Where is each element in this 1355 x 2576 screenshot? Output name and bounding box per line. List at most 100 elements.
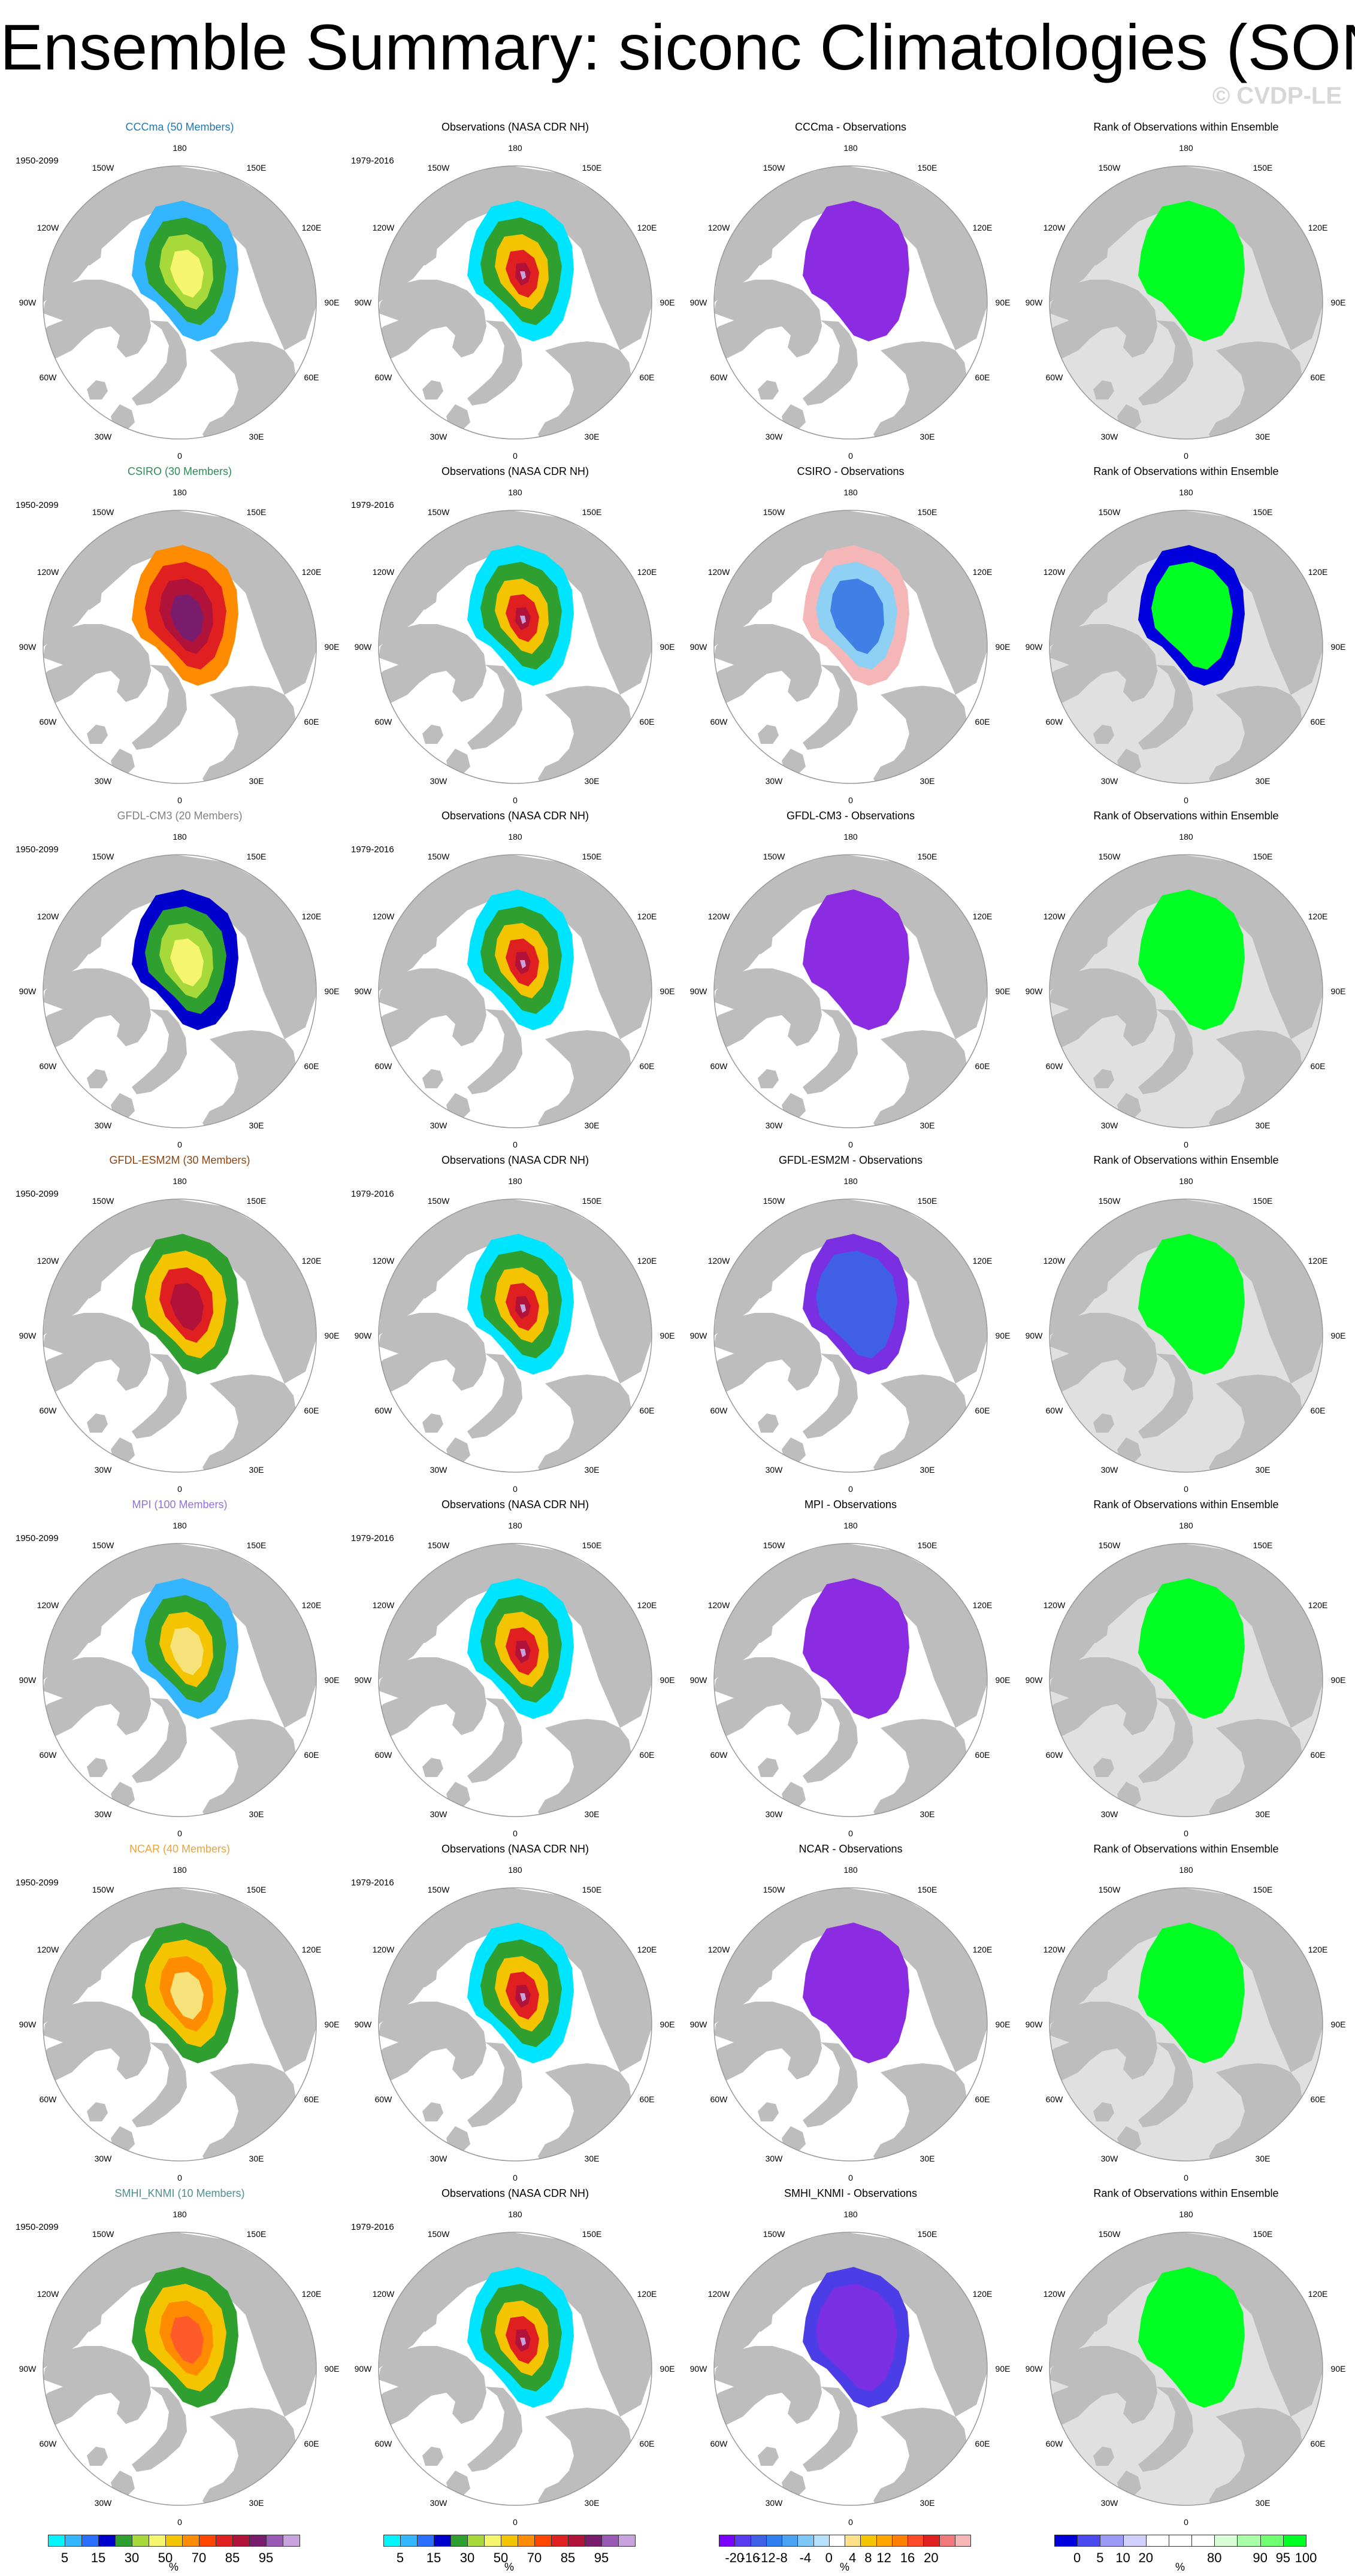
longitude-label: 180 [843,1865,858,1875]
longitude-label: 150E [1253,507,1273,517]
sea-ice-field [170,1627,204,1675]
panel-title: Observations (NASA CDR NH) [441,810,589,822]
land-mass [132,2042,187,2127]
panel-title: CSIRO (30 Members) [127,465,232,477]
longitude-label: 120W [37,1600,59,1610]
colorbar-swatch [467,2535,485,2547]
polar-map-rank [1049,1543,1323,1817]
longitude-label: 150E [246,852,267,861]
longitude-label: 90E [995,2364,1011,2374]
longitude-label: 90W [354,2020,372,2029]
map-boundary [713,165,988,440]
watermark: © CVDP-LE [1212,83,1342,109]
longitude-label: 150E [917,852,937,861]
longitude-label: 150W [1098,1885,1121,1894]
land-mass [1093,380,1114,399]
longitude-label: 120W [707,1256,730,1266]
map-boundary [43,1198,317,1473]
land-mass [102,1566,147,1605]
sea-ice-field [803,889,909,1030]
panel-title: Rank of Observations within Ensemble [1093,121,1279,133]
land-mass [758,725,779,744]
longitude-label: 30E [1255,1809,1271,1819]
longitude-label: 120E [972,912,993,921]
longitude-label: 120W [707,223,730,232]
longitude-label: 120W [37,1945,59,1954]
colorbar-unit: % [1175,2561,1185,2573]
land-mass [746,2308,773,2332]
panel-title: Observations (NASA CDR NH) [441,1154,589,1166]
colorbar-tick-label: 0 [1073,2550,1081,2565]
longitude-label: 120E [972,1945,993,1954]
longitude-label: 30W [1100,1121,1118,1130]
colorbar-tick-label: 85 [560,2550,576,2565]
longitude-label: 30E [920,1465,935,1475]
map-panel-observations: Observations (NASA CDR NH) 1979-2016 180 15… [347,121,683,461]
map-boundary [378,1198,652,1473]
panel-title: Rank of Observations within Ensemble [1093,1154,1279,1166]
longitude-label: 180 [173,832,187,841]
land-mass [102,2255,147,2294]
land-mass [887,1908,987,2030]
panel-title: MPI - Observations [804,1499,897,1511]
longitude-label: 150W [427,163,450,172]
land-mass [75,1275,102,1298]
map-boundary [43,854,317,1128]
colorbar-swatch [551,2535,568,2547]
colorbar-swatch [283,2535,300,2547]
period-label: 1979-2016 [351,2222,394,2232]
colorbar-tick-label: 8 [864,2550,872,2565]
longitude-label: 90W [689,642,707,652]
longitude-label: 90W [354,642,372,652]
colorbar-tick-label: 30 [124,2550,140,2565]
map-boundary [1049,854,1323,1128]
colorbar-swatch [232,2535,250,2547]
colorbar-obs: 5 15 30 50 70 85 95% [383,2535,636,2573]
map-panel-difference: NCAR - Observations 180 150W 150E 120W 120E 90… [683,1843,1018,2183]
longitude-label: 60W [39,717,57,727]
longitude-label: 30E [920,2154,935,2163]
period-label: 1950-2099 [16,500,59,510]
longitude-label: 90W [19,642,37,652]
longitude-label: 90E [995,298,1011,307]
land-mass [714,1313,822,1396]
land-mass [887,2252,987,2375]
longitude-label: 90E [1330,1331,1346,1340]
longitude-label: 150W [92,2229,114,2239]
longitude-label: 0 [848,795,853,805]
land-mass [1081,241,1108,265]
longitude-label: 150E [1253,1540,1273,1550]
longitude-label: 120W [372,2289,395,2299]
longitude-label: 30E [249,2154,264,2163]
longitude-label: 150W [427,1540,450,1550]
longitude-label: 60W [374,1061,392,1071]
land-mass [1081,1619,1108,1643]
longitude-label: 60W [710,1406,728,1415]
land-mass [1108,1566,1153,1605]
land-mass [714,624,822,707]
colorbar-tick-label: 12 [876,2550,891,2565]
longitude-label: 30W [94,1465,112,1475]
land-mass [887,1219,987,1342]
longitude-label: 150W [92,1885,114,1894]
longitude-label: 180 [1179,1865,1193,1875]
longitude-label: 120E [1308,1945,1328,1954]
land-mass [75,2308,102,2332]
land-mass [1222,1908,1323,2030]
land-mass [803,2387,858,2472]
longitude-label: 90W [1025,986,1043,996]
longitude-label: 90E [660,1331,675,1340]
land-mass [43,2346,151,2429]
colorbar-swatch [568,2535,585,2547]
longitude-label: 0 [177,2173,182,2183]
land-mass [746,1275,773,1298]
map-boundary [1049,1543,1323,1817]
map-boundary [43,2232,317,2506]
sea-ice-field [803,1923,909,2063]
map-boundary [713,1887,988,2162]
colorbar-swatch [1191,2535,1215,2547]
longitude-label: 90W [1025,1675,1043,1685]
longitude-label: 120E [1308,1256,1328,1266]
colorbar-swatch [199,2535,216,2547]
land-mass [467,320,522,405]
